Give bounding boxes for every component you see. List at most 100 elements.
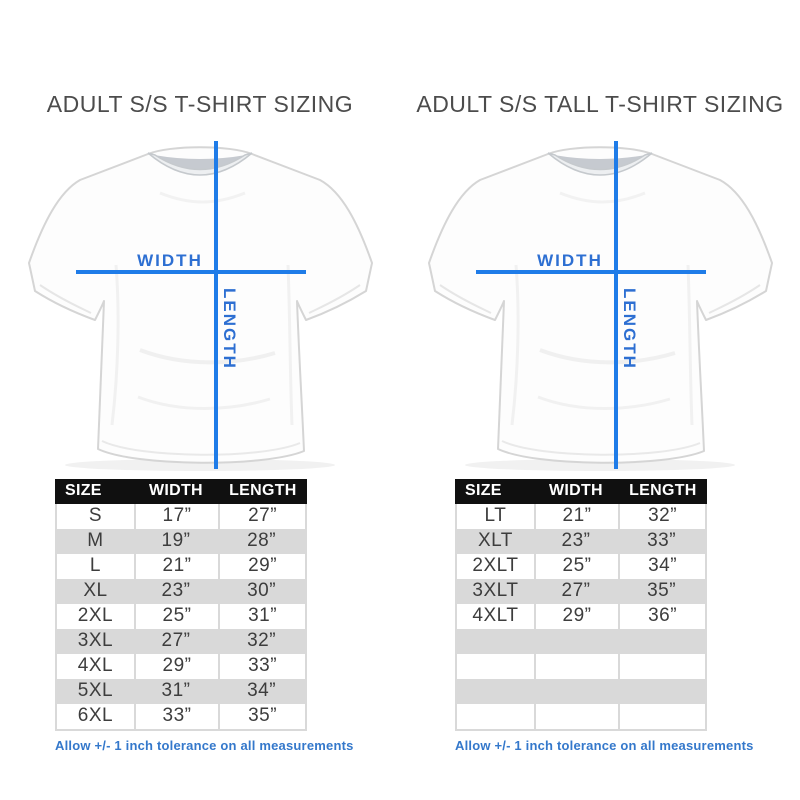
table-cell: 25” xyxy=(533,553,618,579)
table-cell: 3XLT xyxy=(472,580,519,602)
table-cell: L xyxy=(89,555,101,577)
table-cell: M xyxy=(87,530,104,552)
table-row: XL 23” 30” xyxy=(57,578,305,604)
table-row: L 21” 29” xyxy=(57,553,305,579)
table-cell: 35” xyxy=(218,703,305,729)
column-header-size: SIZE xyxy=(65,482,102,500)
length-label: LENGTH xyxy=(220,288,239,370)
table-cell: 34” xyxy=(618,553,705,579)
table-row: 6XL 33” 35” xyxy=(57,703,305,729)
table-cell: 31” xyxy=(161,680,191,702)
length-label: LENGTH xyxy=(620,288,639,370)
table-cell: 2XL xyxy=(77,605,114,627)
width-label: WIDTH xyxy=(537,251,603,270)
table-cell: XLT xyxy=(477,530,513,552)
table-row: 4XL 29” 33” xyxy=(57,653,305,679)
width-label: WIDTH xyxy=(137,251,203,270)
table-row: XLT 23” 33” xyxy=(457,528,705,554)
size-chart: SIZE WIDTH LENGTH LT 21” 32” XLT 23” 33” 2XLT 2… xyxy=(455,478,707,731)
table-cell: 36” xyxy=(618,603,705,629)
table-cell: 33” xyxy=(647,530,677,552)
shirt-shadow xyxy=(65,458,335,471)
table-cell: 31” xyxy=(218,603,305,629)
table-cell: 4XL xyxy=(77,655,114,677)
table-cell xyxy=(534,629,618,654)
table-cell: 23” xyxy=(161,580,191,602)
panel-adult-ss: ADULT S/S T-SHIRT SIZING WIDTH LENGTH xyxy=(20,91,380,753)
table-cell: 2XLT xyxy=(472,555,519,577)
size-chart: SIZE WIDTH LENGTH S 17” 27” M 19” 28” L 21” 29” X… xyxy=(55,478,307,731)
table-row: 2XL 25” 31” xyxy=(57,603,305,629)
table-cell xyxy=(457,679,534,704)
shirt-body xyxy=(428,146,773,464)
table-cell: 27” xyxy=(161,630,191,652)
table-cell xyxy=(618,629,705,654)
table-row xyxy=(457,628,705,654)
shirt-shading xyxy=(39,191,361,456)
size-chart-body: LT 21” 32” XLT 23” 33” 2XLT 25” 34” 3XLT 27” 35” 4XL… xyxy=(455,503,707,731)
table-cell: 21” xyxy=(133,553,218,579)
size-chart-header: SIZE WIDTH LENGTH xyxy=(455,478,707,504)
tolerance-note: Allow +/- 1 inch tolerance on all measur… xyxy=(455,737,754,753)
shirt-size-diagram: WIDTH LENGTH xyxy=(420,135,780,475)
table-cell: XL xyxy=(83,580,108,602)
table-cell: 27” xyxy=(218,503,305,529)
table-cell: 29” xyxy=(533,603,618,629)
collar-band xyxy=(547,152,653,176)
table-cell: 28” xyxy=(247,530,277,552)
table-cell: 30” xyxy=(247,580,277,602)
table-row: 3XLT 27” 35” xyxy=(457,578,705,604)
shirt-size-diagram: WIDTH LENGTH xyxy=(20,135,380,475)
shirt-body xyxy=(28,146,373,464)
table-row xyxy=(457,678,705,704)
table-cell xyxy=(534,679,618,704)
table-cell xyxy=(457,654,534,679)
table-cell: 27” xyxy=(561,580,591,602)
table-cell: 29” xyxy=(133,653,218,679)
shirt-shading xyxy=(439,191,761,456)
table-row xyxy=(457,703,705,729)
table-row: LT 21” 32” xyxy=(457,503,705,529)
table-cell: S xyxy=(88,505,103,527)
page-title: ADULT S/S TALL T-SHIRT SIZING xyxy=(416,91,784,118)
table-cell xyxy=(533,703,618,729)
table-cell: 32” xyxy=(247,630,277,652)
table-row: M 19” 28” xyxy=(57,528,305,554)
table-cell: 33” xyxy=(133,703,218,729)
table-cell xyxy=(618,653,705,679)
table-cell: 33” xyxy=(218,653,305,679)
table-row: S 17” 27” xyxy=(57,503,305,529)
table-cell: 25” xyxy=(133,603,218,629)
size-chart-header: SIZE WIDTH LENGTH xyxy=(55,478,307,504)
column-header-length: LENGTH xyxy=(629,482,697,500)
table-row xyxy=(457,653,705,679)
table-row: 2XLT 25” 34” xyxy=(457,553,705,579)
panel-adult-ss-tall: ADULT S/S TALL T-SHIRT SIZING WIDTH LENG… xyxy=(400,0,800,800)
column-header-size: SIZE xyxy=(465,482,502,500)
table-cell: 6XL xyxy=(77,705,114,727)
collar-band xyxy=(147,152,253,176)
table-cell xyxy=(457,629,534,654)
table-cell: 17” xyxy=(133,503,218,529)
table-cell: 23” xyxy=(561,530,591,552)
table-cell: 3XL xyxy=(77,630,114,652)
tshirt-illustration: WIDTH LENGTH xyxy=(28,140,373,471)
column-header-length: LENGTH xyxy=(229,482,297,500)
table-cell: 34” xyxy=(247,680,277,702)
tolerance-note: Allow +/- 1 inch tolerance on all measur… xyxy=(55,737,354,753)
column-header-width: WIDTH xyxy=(548,482,603,500)
table-cell: 32” xyxy=(618,503,705,529)
table-cell xyxy=(457,704,534,729)
table-cell xyxy=(533,653,618,679)
shirt-shadow xyxy=(465,458,735,471)
table-cell: LT xyxy=(484,505,507,527)
table-row: 3XL 27” 32” xyxy=(57,628,305,654)
table-cell xyxy=(618,679,705,704)
column-header-width: WIDTH xyxy=(148,482,203,500)
size-chart-body: S 17” 27” M 19” 28” L 21” 29” XL 23” 30” 2XL 25” 31” 3X… xyxy=(55,503,307,731)
table-cell: 21” xyxy=(533,503,618,529)
tshirt-illustration: WIDTH LENGTH xyxy=(428,140,773,471)
table-cell: 35” xyxy=(647,580,677,602)
table-row: 4XLT 29” 36” xyxy=(457,603,705,629)
table-cell: 29” xyxy=(218,553,305,579)
